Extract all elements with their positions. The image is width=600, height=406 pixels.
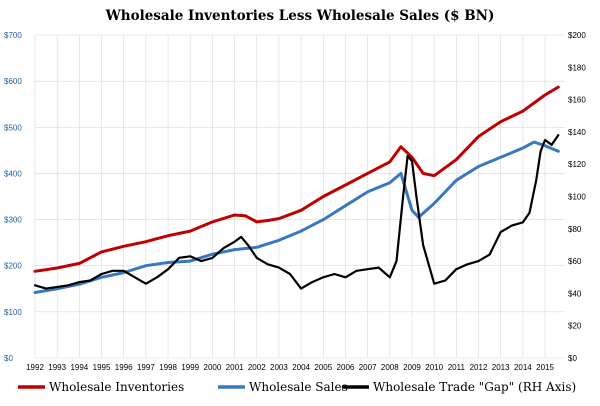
right-tick-label: $100: [568, 193, 586, 202]
x-tick-label: 1997: [137, 363, 155, 372]
legend-label: Wholesale Inventories: [49, 380, 184, 394]
x-tick-label: 2015: [536, 363, 554, 372]
legend-label: Wholesale Trade "Gap" (RH Axis): [373, 380, 576, 394]
x-tick-label: 2009: [403, 363, 421, 372]
series-line-wholesale-inventories: [33, 85, 560, 273]
x-tick-label: 2005: [314, 363, 332, 372]
x-tick-label: 2003: [270, 363, 288, 372]
x-tick-label: 2013: [492, 363, 510, 372]
legend: Wholesale Inventories Wholesale Sales Whol…: [18, 380, 576, 394]
x-tick-label: 2014: [514, 363, 532, 372]
legend-label: Wholesale Sales: [249, 380, 348, 394]
left-axis-ticks: $0 $100 $200 $300 $400 $500 $600 $700: [4, 31, 22, 363]
left-tick-label: $300: [4, 216, 22, 225]
right-tick-label: $140: [568, 128, 586, 137]
x-tick-label: 1999: [181, 363, 199, 372]
x-axis-ticks: 1992 1993 1994 1995 1996 1997 1998 1999 2000 2001…: [26, 363, 554, 372]
x-tick-label: 2001: [226, 363, 244, 372]
series-line-wholesale-sales: [33, 140, 560, 294]
right-tick-label: $200: [568, 31, 586, 40]
right-tick-label: $120: [568, 160, 586, 169]
x-tick-label: 2006: [337, 363, 355, 372]
right-tick-label: $80: [568, 225, 582, 234]
x-tick-label: 1998: [159, 363, 177, 372]
left-tick-label: $700: [4, 31, 22, 40]
x-tick-label: 1992: [26, 363, 44, 372]
x-tick-label: 2007: [359, 363, 377, 372]
right-tick-label: $180: [568, 63, 586, 72]
x-tick-label: 2008: [381, 363, 399, 372]
x-tick-label: 1994: [70, 363, 88, 372]
right-tick-label: $0: [568, 354, 577, 363]
left-tick-label: $100: [4, 308, 22, 317]
right-tick-label: $20: [568, 322, 582, 331]
x-tick-label: 2002: [248, 363, 266, 372]
x-tick-label: 1995: [93, 363, 111, 372]
x-tick-label: 2011: [448, 363, 466, 372]
x-tick-label: 1993: [48, 363, 66, 372]
left-tick-label: $0: [4, 354, 13, 363]
chart-title: Wholesale Inventories Less Wholesale Sal…: [105, 8, 495, 24]
left-tick-label: $200: [4, 262, 22, 271]
x-tick-label: 2000: [204, 363, 222, 372]
left-tick-label: $400: [4, 169, 22, 178]
series-line-wholesale-trade-gap-rh-axis: [33, 134, 560, 290]
series-lines: [33, 85, 560, 294]
left-tick-label: $600: [4, 77, 22, 86]
left-tick-label: $500: [4, 123, 22, 132]
right-tick-label: $160: [568, 96, 586, 105]
x-tick-label: 2012: [470, 363, 488, 372]
right-tick-label: $60: [568, 257, 582, 266]
x-tick-label: 2004: [292, 363, 310, 372]
x-tick-label: 1996: [115, 363, 133, 372]
grid: [34, 34, 565, 359]
x-tick-label: 2010: [425, 363, 443, 372]
right-axis-ticks: $0 $20 $40 $60 $80 $100 $120 $140 $160 $180 $200: [568, 31, 586, 363]
right-tick-label: $40: [568, 289, 582, 298]
